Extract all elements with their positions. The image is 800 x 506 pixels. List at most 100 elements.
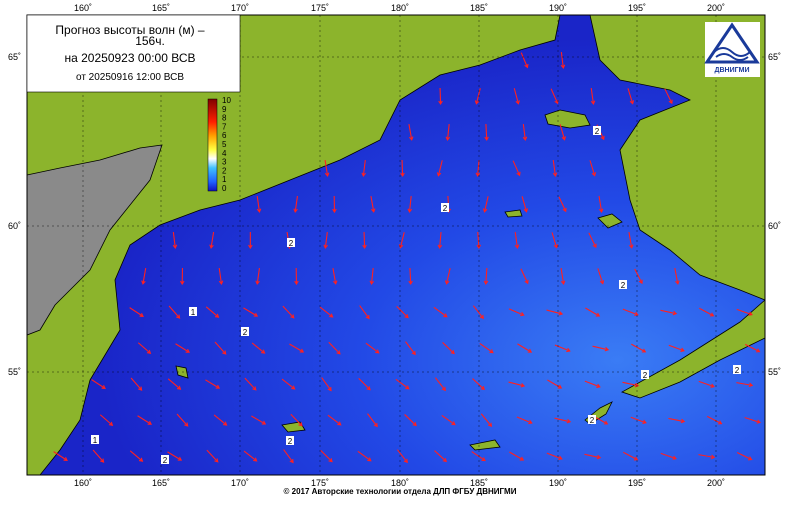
wind-arrow	[91, 379, 106, 389]
lon-label: 165˚	[152, 3, 170, 13]
color-bar-label: 1	[222, 175, 227, 184]
wind-arrow	[554, 344, 571, 353]
wind-arrow	[137, 415, 153, 425]
wind-arrow	[634, 268, 643, 285]
wind-arrow	[293, 196, 298, 213]
wind-arrow	[475, 159, 481, 178]
contour-label-bg	[588, 415, 596, 424]
wind-arrow	[552, 160, 558, 177]
lat-label: 55˚	[8, 367, 21, 377]
color-bar	[207, 98, 218, 192]
wind-arrow	[255, 268, 260, 285]
wind-arrow	[480, 413, 493, 428]
contour-label: 2	[590, 416, 595, 425]
wind-arrow	[520, 268, 529, 285]
contour-label-bg	[286, 436, 294, 445]
wind-arrow	[597, 268, 605, 285]
color-bar-label: 2	[222, 166, 227, 175]
wind-arrow	[514, 232, 520, 249]
wind-arrow	[474, 88, 481, 105]
wind-arrow	[592, 345, 610, 352]
wind-arrow	[129, 307, 144, 317]
wind-arrow	[400, 159, 405, 178]
wind-arrow	[129, 450, 144, 462]
wind-arrow	[520, 52, 529, 69]
wind-arrow	[321, 377, 332, 392]
issued-time: от 20250916 12:00 ВСВ	[76, 72, 184, 83]
color-bar-label: 5	[222, 140, 227, 149]
wind-arrow	[205, 306, 220, 318]
contour-label: 2	[288, 437, 293, 446]
wind-arrow	[168, 305, 181, 319]
contour-label-bg	[241, 327, 249, 336]
wind-arrow	[141, 268, 147, 285]
title: Прогноз высоты волн (м) –	[55, 23, 205, 37]
wind-arrow	[699, 307, 715, 317]
wind-arrow	[472, 305, 484, 320]
wind-arrow	[319, 306, 334, 318]
wind-arrow	[664, 88, 673, 105]
wind-arrow	[547, 379, 563, 389]
lon-label: 175˚	[311, 478, 329, 488]
lon-label: 180˚	[391, 3, 409, 13]
title-box	[26, 14, 241, 93]
wind-arrow	[631, 343, 647, 353]
wind-arrow	[513, 88, 520, 105]
contour-label: 2	[643, 371, 648, 380]
wind-arrow	[405, 341, 416, 356]
wind-arrow	[359, 305, 370, 320]
lon-label: 180˚	[391, 478, 409, 488]
wind-arrow	[512, 160, 521, 177]
contour-label: 1	[191, 308, 196, 317]
contour-label: 2	[163, 456, 168, 465]
wind-arrow	[137, 342, 152, 354]
contour-label-bg	[189, 307, 197, 316]
lon-label: 170˚	[231, 478, 249, 488]
logo-text: ДВНИГМИ	[715, 67, 750, 74]
wind-arrow	[698, 380, 715, 388]
wind-arrow	[560, 51, 566, 69]
logo-triangle	[704, 22, 760, 64]
wind-arrow	[584, 453, 602, 460]
color-bar-label: 3	[222, 158, 227, 167]
wind-arrow	[361, 159, 366, 177]
lon-label: 195˚	[628, 478, 646, 488]
wind-arrow	[434, 450, 447, 463]
contour-label-bg	[733, 365, 741, 374]
wind-arrow	[522, 123, 528, 141]
wind-arrow	[332, 195, 337, 214]
lon-label: 195˚	[628, 3, 646, 13]
contour-label-bg	[91, 435, 99, 444]
wind-arrow	[408, 267, 413, 286]
wind-arrow	[698, 454, 716, 460]
wind-arrow	[92, 449, 105, 463]
wind-arrow	[248, 232, 253, 250]
lon-label: 165˚	[152, 478, 170, 488]
wind-arrow	[256, 196, 262, 213]
wind-arrow	[509, 451, 525, 461]
wind-arrow	[244, 377, 257, 391]
wind-arrow	[218, 268, 224, 285]
wind-arrow	[438, 87, 443, 106]
wind-arrow	[437, 231, 443, 250]
lat-label: 60˚	[8, 221, 21, 231]
wind-arrow	[554, 417, 572, 424]
wind-arrow	[283, 449, 294, 464]
wind-arrow	[442, 342, 455, 355]
color-bar-label: 7	[222, 122, 227, 131]
color-bar-label: 9	[222, 105, 227, 114]
wind-arrow	[294, 267, 299, 286]
lon-label: 175˚	[311, 3, 329, 13]
wind-arrow	[622, 308, 639, 317]
wind-arrow	[205, 379, 221, 389]
wind-arrow	[289, 343, 305, 353]
wind-arrow	[471, 451, 486, 462]
color-bar-label: 0	[222, 184, 227, 193]
lon-label: 200˚	[707, 478, 725, 488]
wind-arrow	[433, 306, 448, 318]
map-frame	[26, 14, 766, 476]
wind-arrow	[357, 450, 372, 462]
